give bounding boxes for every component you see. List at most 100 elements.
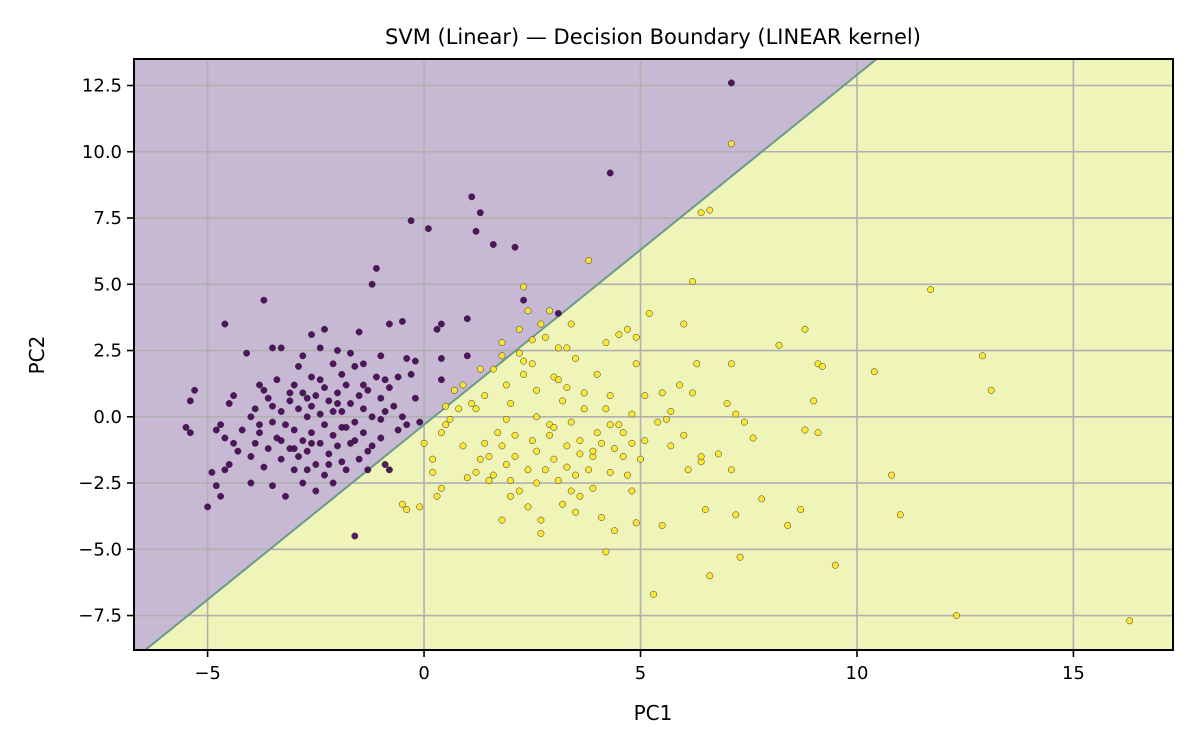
class1-point — [987, 386, 995, 394]
class1-point — [663, 415, 670, 423]
class0-point — [321, 471, 328, 479]
class0-point — [290, 426, 298, 434]
class1-point — [563, 344, 571, 352]
class1-point — [814, 429, 822, 437]
plot-frame — [133, 58, 1174, 651]
y-axis: −7.5 −5.0 −2.5 0.0 2.5 5.0 7.5 10.0 12.5 — [78, 76, 134, 627]
class1-point — [507, 492, 515, 500]
class0-point — [359, 429, 367, 437]
class0-point — [299, 352, 307, 360]
class1-point — [572, 508, 580, 516]
class1-point — [416, 503, 424, 511]
class1-point — [758, 495, 766, 503]
class1-point — [459, 442, 467, 450]
class1-point — [727, 360, 735, 368]
class1-point — [602, 548, 610, 556]
class0-point — [316, 410, 324, 418]
class1-point — [420, 439, 428, 447]
class1-point — [589, 447, 597, 455]
class1-point — [689, 389, 696, 397]
class1-point — [810, 397, 818, 405]
class1-point — [740, 418, 748, 426]
class0-point — [182, 423, 190, 431]
class1-point — [546, 307, 554, 315]
class1-point — [632, 519, 640, 527]
class1-point — [598, 514, 605, 521]
class1-point — [489, 365, 497, 373]
class1-point — [697, 209, 705, 217]
class1-point — [654, 418, 662, 426]
class1-point — [831, 561, 839, 569]
class0-point — [221, 434, 229, 442]
class0-point — [727, 79, 735, 87]
y-tick-label: 5.0 — [93, 274, 122, 295]
class1-point — [485, 476, 493, 484]
class0-point — [256, 429, 263, 437]
class0-point — [606, 169, 614, 177]
class0-point — [308, 429, 315, 437]
class1-point — [533, 447, 541, 455]
class1-point — [511, 431, 519, 439]
class1-point — [563, 442, 571, 450]
class0-point — [359, 360, 367, 368]
class1-point — [706, 572, 714, 580]
class1-point — [641, 392, 649, 400]
class0-point — [204, 503, 212, 511]
class0-point — [351, 418, 359, 426]
class0-point — [312, 487, 320, 495]
class1-point — [554, 344, 562, 352]
class0-point — [221, 320, 229, 328]
class1-point — [801, 426, 809, 434]
class1-point — [429, 468, 437, 476]
class0-point — [329, 431, 337, 439]
class1-point — [533, 386, 541, 394]
class1-point — [554, 476, 562, 484]
class0-point — [251, 439, 259, 447]
class1-point — [888, 471, 896, 479]
class1-point — [567, 320, 575, 328]
class0-point — [411, 357, 419, 365]
class1-point — [524, 307, 532, 315]
class0-point — [269, 344, 276, 352]
class1-point — [437, 429, 445, 437]
class0-point — [364, 386, 372, 394]
class1-point — [476, 365, 484, 373]
class0-point — [338, 458, 346, 466]
x-axis: −5 0 5 10 15 — [194, 650, 1085, 684]
class1-point — [459, 381, 467, 389]
class0-point — [355, 392, 363, 400]
class0-point — [347, 349, 354, 357]
class1-point — [870, 368, 878, 376]
class0-point — [247, 479, 255, 487]
class0-point — [303, 394, 311, 402]
x-tick-label: 10 — [846, 663, 869, 684]
class1-point — [463, 474, 471, 482]
class1-point — [714, 450, 722, 458]
class0-point — [221, 466, 229, 474]
class0-point — [351, 532, 359, 540]
class0-point — [282, 421, 289, 429]
class0-point — [316, 439, 324, 447]
class1-point — [727, 466, 735, 474]
class1-point — [442, 402, 450, 410]
class1-point — [784, 521, 792, 529]
class0-point — [377, 415, 385, 423]
class0-point — [351, 362, 359, 370]
class0-point — [381, 376, 389, 384]
class1-point — [472, 405, 480, 413]
y-tick-label: 2.5 — [93, 341, 122, 362]
class0-point — [269, 482, 276, 490]
class0-point — [407, 370, 415, 378]
class0-point — [372, 264, 380, 272]
class0-point — [312, 392, 320, 400]
plot-area — [134, 59, 1173, 650]
class0-point — [377, 394, 385, 402]
class1-point — [437, 484, 445, 492]
class1-point — [450, 386, 458, 394]
class0-point — [303, 413, 311, 421]
class1-point — [927, 286, 935, 294]
class0-point — [342, 381, 350, 389]
class0-point — [368, 280, 376, 288]
class0-point — [368, 442, 376, 450]
